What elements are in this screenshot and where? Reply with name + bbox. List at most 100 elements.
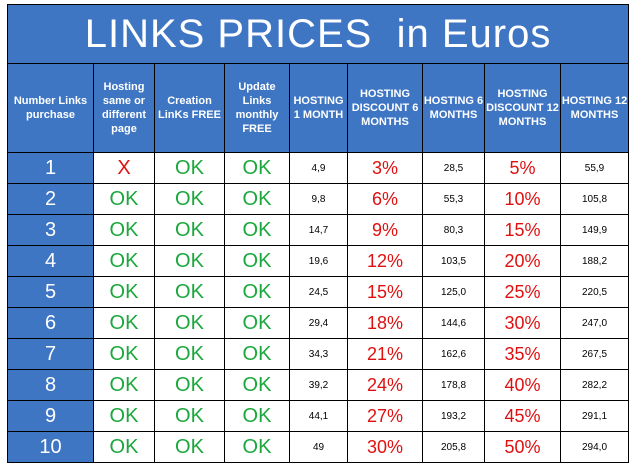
cell-hosting-page: OK — [93, 214, 155, 246]
cell-discount-12-months: 5% — [484, 152, 561, 184]
cell-creation: OK — [154, 245, 225, 277]
cell-update: OK — [224, 369, 290, 401]
cell-update: OK — [224, 276, 290, 308]
header-discount-6-months: HOSTING DISCOUNT 6 MONTHS — [347, 63, 423, 153]
header-hosting-1-month: HOSTING 1 MONTH — [289, 63, 348, 153]
cell-discount-6-months: 21% — [347, 338, 423, 370]
cell-price-12-months: 267,5 — [559, 338, 630, 370]
cell-creation: OK — [154, 338, 225, 370]
cell-number: 7 — [7, 338, 94, 370]
cell-discount-12-months: 10% — [484, 183, 561, 215]
cell-price-1-month: 29,4 — [289, 307, 348, 339]
cell-price-12-months: 188,2 — [559, 245, 630, 277]
cell-price-6-months: 125,0 — [422, 276, 485, 308]
cell-number: 2 — [7, 183, 94, 215]
cell-price-6-months: 103,5 — [422, 245, 485, 277]
price-sheet: LINKS PRICES in Euros Number Links purch… — [6, 4, 630, 463]
cell-discount-12-months: 20% — [484, 245, 561, 277]
cell-hosting-page: OK — [93, 276, 155, 308]
header-hosting-12-months: HOSTING 12 MONTHS — [559, 63, 630, 153]
cell-discount-12-months: 15% — [484, 214, 561, 246]
table-row: 7 OK OK OK 34,3 21% 162,6 35% 267,5 — [7, 338, 630, 370]
cell-price-12-months: 282,2 — [559, 369, 630, 401]
cell-number: 8 — [7, 369, 94, 401]
cell-price-1-month: 9,8 — [289, 183, 348, 215]
cell-hosting-page: OK — [93, 338, 155, 370]
cell-price-6-months: 28,5 — [422, 152, 485, 184]
cell-number: 6 — [7, 307, 94, 339]
cell-price-12-months: 55,9 — [559, 152, 630, 184]
table-title: LINKS PRICES in Euros — [6, 4, 630, 64]
cell-discount-12-months: 25% — [484, 276, 561, 308]
table-row: 2 OK OK OK 9,8 6% 55,3 10% 105,8 — [7, 183, 630, 215]
cell-update: OK — [224, 307, 290, 339]
cell-creation: OK — [154, 400, 225, 432]
cell-price-12-months: 291,1 — [559, 400, 630, 432]
cell-number: 9 — [7, 400, 94, 432]
cell-price-1-month: 4,9 — [289, 152, 348, 184]
cell-price-6-months: 162,6 — [422, 338, 485, 370]
cell-discount-12-months: 30% — [484, 307, 561, 339]
cell-price-6-months: 193,2 — [422, 400, 485, 432]
cell-update: OK — [224, 152, 290, 184]
table-row: 3 OK OK OK 14,7 9% 80,3 15% 149,9 — [7, 214, 630, 246]
links-price-table: LINKS PRICES in Euros Number Links purch… — [6, 4, 630, 463]
cell-update: OK — [224, 245, 290, 277]
cell-price-12-months: 149,9 — [559, 214, 630, 246]
cell-discount-6-months: 3% — [347, 152, 423, 184]
table-body: 1 X OK OK 4,9 3% 28,5 5% 55,9 2 OK OK OK 9,8 6% 55,3 10%… — [7, 152, 630, 463]
table-row: 6 OK OK OK 29,4 18% 144,6 30% 247,0 — [7, 307, 630, 339]
cell-number: 1 — [7, 152, 94, 184]
cell-update: OK — [224, 400, 290, 432]
cell-discount-6-months: 15% — [347, 276, 423, 308]
header-discount-12-months: HOSTING DISCOUNT 12 MONTHS — [484, 63, 561, 153]
cell-discount-6-months: 9% — [347, 214, 423, 246]
table-row: 4 OK OK OK 19,6 12% 103,5 20% 188,2 — [7, 245, 630, 277]
table-row: 9 OK OK OK 44,1 27% 193,2 45% 291,1 — [7, 400, 630, 432]
cell-number: 5 — [7, 276, 94, 308]
header-number-links: Number Links purchase — [7, 63, 94, 153]
cell-price-6-months: 80,3 — [422, 214, 485, 246]
cell-discount-12-months: 40% — [484, 369, 561, 401]
cell-price-6-months: 178,8 — [422, 369, 485, 401]
header-creation-links: Creation LinKs FREE — [154, 63, 225, 153]
cell-price-6-months: 55,3 — [422, 183, 485, 215]
table-row: 5 OK OK OK 24,5 15% 125,0 25% 220,5 — [7, 276, 630, 308]
cell-discount-6-months: 27% — [347, 400, 423, 432]
cell-number: 4 — [7, 245, 94, 277]
cell-price-6-months: 144,6 — [422, 307, 485, 339]
cell-update: OK — [224, 214, 290, 246]
cell-price-12-months: 247,0 — [559, 307, 630, 339]
header-hosting-6-months: HOSTING 6 MONTHS — [422, 63, 485, 153]
cell-number: 3 — [7, 214, 94, 246]
cell-creation: OK — [154, 276, 225, 308]
cell-discount-12-months: 35% — [484, 338, 561, 370]
cell-price-1-month: 14,7 — [289, 214, 348, 246]
cell-hosting-page: OK — [93, 183, 155, 215]
cell-creation: OK — [154, 183, 225, 215]
cell-creation: OK — [154, 369, 225, 401]
header-hosting-page: Hosting same or different page — [93, 63, 155, 153]
cell-discount-6-months: 6% — [347, 183, 423, 215]
cell-price-12-months: 105,8 — [559, 183, 630, 215]
cell-discount-12-months: 45% — [484, 400, 561, 432]
cell-discount-6-months: 30% — [347, 431, 423, 463]
cell-hosting-page: OK — [93, 400, 155, 432]
cell-hosting-page: X — [93, 152, 155, 184]
cell-hosting-page: OK — [93, 307, 155, 339]
cell-discount-6-months: 24% — [347, 369, 423, 401]
cell-update: OK — [224, 338, 290, 370]
cell-discount-6-months: 12% — [347, 245, 423, 277]
table-row: 1 X OK OK 4,9 3% 28,5 5% 55,9 — [7, 152, 630, 184]
cell-hosting-page: OK — [93, 369, 155, 401]
cell-price-1-month: 34,3 — [289, 338, 348, 370]
header-update-links: Update Links monthly FREE — [224, 63, 290, 153]
cell-price-12-months: 220,5 — [559, 276, 630, 308]
table-row: 8 OK OK OK 39,2 24% 178,8 40% 282,2 — [7, 369, 630, 401]
cell-discount-6-months: 18% — [347, 307, 423, 339]
cell-hosting-page: OK — [93, 245, 155, 277]
cell-price-1-month: 39,2 — [289, 369, 348, 401]
cell-creation: OK — [154, 307, 225, 339]
cell-creation: OK — [154, 214, 225, 246]
cell-update: OK — [224, 183, 290, 215]
